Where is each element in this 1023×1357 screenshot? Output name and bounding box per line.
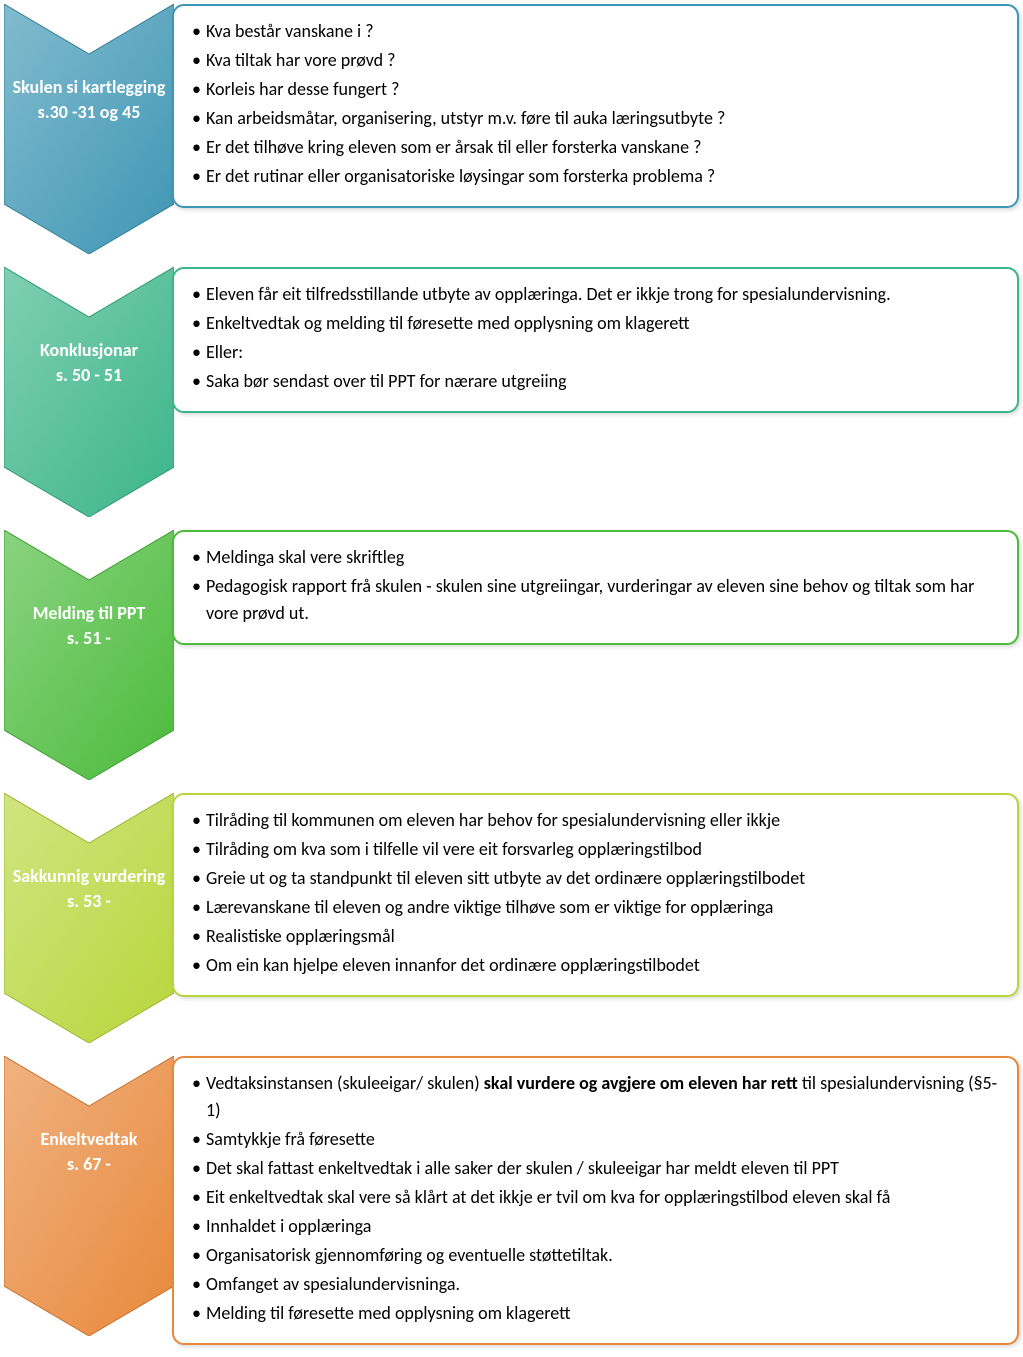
step-subtitle: s. 51 - bbox=[10, 627, 168, 650]
bullet-item: Tilråding til kommunen om eleven har beh… bbox=[192, 807, 999, 834]
bullet-item: Tilråding om kva som i tilfelle vil vere… bbox=[192, 836, 999, 863]
bullet-item: Eller: bbox=[192, 339, 999, 366]
arrow-shape-svg bbox=[4, 267, 174, 517]
bullet-item: Omfanget av spesialundervisninga. bbox=[192, 1271, 999, 1298]
step-content-box: Vedtaksinstansen (skuleeigar/ skulen) sk… bbox=[172, 1056, 1019, 1345]
bullet-item: Meldinga skal vere skriftleg bbox=[192, 544, 999, 571]
chevron-down-icon: Enkeltvedtak s. 67 - bbox=[4, 1056, 174, 1341]
step-label: Sakkunnig vurdering s. 53 - bbox=[4, 865, 174, 912]
chevron-down-icon: Konklusjonar s. 50 - 51 bbox=[4, 267, 174, 522]
step-label: Enkeltvedtak s. 67 - bbox=[4, 1128, 174, 1175]
arrow-column: Skulen si kartlegging s.30 -31 og 45 bbox=[4, 4, 174, 259]
bullet-item: Enkeltvedtak og melding til føresette me… bbox=[192, 310, 999, 337]
bullet-item: Korleis har desse fungert ? bbox=[192, 76, 999, 103]
bullet-item: Organisatorisk gjennomføring og eventuel… bbox=[192, 1242, 999, 1269]
step-label: Konklusjonar s. 50 - 51 bbox=[4, 339, 174, 386]
bullet-item: Det skal fattast enkeltvedtak i alle sak… bbox=[192, 1155, 999, 1182]
step-row: Melding til PPT s. 51 - Meldinga skal vere… bbox=[4, 530, 1019, 785]
bullet-item: Pedagogisk rapport frå skulen - skulen s… bbox=[192, 573, 999, 627]
step-content-box: Kva består vanskane i ?Kva tiltak har vo… bbox=[172, 4, 1019, 208]
step-subtitle: s. 53 - bbox=[10, 890, 168, 913]
bullet-item: Kva består vanskane i ? bbox=[192, 18, 999, 45]
process-flow-diagram: Skulen si kartlegging s.30 -31 og 45 Kva b… bbox=[4, 4, 1019, 1345]
bullet-item: Er det rutinar eller organisatoriske løy… bbox=[192, 163, 999, 190]
arrow-column: Konklusjonar s. 50 - 51 bbox=[4, 267, 174, 522]
bullet-list: Tilråding til kommunen om eleven har beh… bbox=[192, 807, 999, 979]
bullet-item: Eit enkeltvedtak skal vere så klårt at d… bbox=[192, 1184, 999, 1211]
bullet-item: Lærevanskane til eleven og andre viktige… bbox=[192, 894, 999, 921]
step-row: Skulen si kartlegging s.30 -31 og 45 Kva b… bbox=[4, 4, 1019, 259]
step-subtitle: s.30 -31 og 45 bbox=[10, 101, 168, 124]
arrow-shape-svg bbox=[4, 530, 174, 780]
bullet-item: Innhaldet i opplæringa bbox=[192, 1213, 999, 1240]
step-label: Melding til PPT s. 51 - bbox=[4, 602, 174, 649]
bullet-item: Vedtaksinstansen (skuleeigar/ skulen) sk… bbox=[192, 1070, 999, 1124]
arrow-column: Melding til PPT s. 51 - bbox=[4, 530, 174, 785]
bullet-list: Vedtaksinstansen (skuleeigar/ skulen) sk… bbox=[192, 1070, 999, 1327]
step-title: Sakkunnig vurdering bbox=[13, 865, 166, 887]
bullet-item: Greie ut og ta standpunkt til eleven sit… bbox=[192, 865, 999, 892]
bullet-item: Samtykkje frå føresette bbox=[192, 1126, 999, 1153]
step-title: Konklusjonar bbox=[40, 339, 138, 361]
bullet-list: Kva består vanskane i ?Kva tiltak har vo… bbox=[192, 18, 999, 190]
arrow-shape-svg bbox=[4, 1056, 174, 1336]
chevron-down-icon: Melding til PPT s. 51 - bbox=[4, 530, 174, 785]
bullet-item: Kan arbeidsmåtar, organisering, utstyr m… bbox=[192, 105, 999, 132]
bullet-item: Om ein kan hjelpe eleven innanfor det or… bbox=[192, 952, 999, 979]
arrow-column: Sakkunnig vurdering s. 53 - bbox=[4, 793, 174, 1048]
step-row: Enkeltvedtak s. 67 - Vedtaksinstansen (sku… bbox=[4, 1056, 1019, 1345]
step-content-box: Meldinga skal vere skriftlegPedagogisk r… bbox=[172, 530, 1019, 645]
arrow-shape-svg bbox=[4, 4, 174, 254]
arrow-column: Enkeltvedtak s. 67 - bbox=[4, 1056, 174, 1341]
step-content-box: Tilråding til kommunen om eleven har beh… bbox=[172, 793, 1019, 997]
bullet-list: Eleven får eit tilfredsstillande utbyte … bbox=[192, 281, 999, 395]
step-subtitle: s. 67 - bbox=[10, 1153, 168, 1176]
step-title: Skulen si kartlegging bbox=[13, 76, 166, 98]
chevron-down-icon: Sakkunnig vurdering s. 53 - bbox=[4, 793, 174, 1048]
step-row: Konklusjonar s. 50 - 51 Eleven får eit til… bbox=[4, 267, 1019, 522]
bullet-item: Melding til føresette med opplysning om … bbox=[192, 1300, 999, 1327]
step-content-box: Eleven får eit tilfredsstillande utbyte … bbox=[172, 267, 1019, 413]
step-row: Sakkunnig vurdering s. 53 - Tilråding til … bbox=[4, 793, 1019, 1048]
bullet-item: Kva tiltak har vore prøvd ? bbox=[192, 47, 999, 74]
step-title: Melding til PPT bbox=[33, 602, 146, 624]
step-label: Skulen si kartlegging s.30 -31 og 45 bbox=[4, 76, 174, 123]
chevron-down-icon: Skulen si kartlegging s.30 -31 og 45 bbox=[4, 4, 174, 259]
bullet-item: Eleven får eit tilfredsstillande utbyte … bbox=[192, 281, 999, 308]
bullet-item: Er det tilhøve kring eleven som er årsak… bbox=[192, 134, 999, 161]
bullet-item: Saka bør sendast over til PPT for nærare… bbox=[192, 368, 999, 395]
step-subtitle: s. 50 - 51 bbox=[10, 364, 168, 387]
bullet-item: Realistiske opplæringsmål bbox=[192, 923, 999, 950]
arrow-shape-svg bbox=[4, 793, 174, 1043]
bullet-list: Meldinga skal vere skriftlegPedagogisk r… bbox=[192, 544, 999, 627]
step-title: Enkeltvedtak bbox=[41, 1128, 138, 1150]
